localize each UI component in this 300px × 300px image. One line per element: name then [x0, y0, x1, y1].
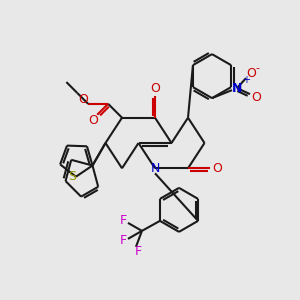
Text: O: O	[88, 114, 98, 127]
Text: F: F	[134, 245, 142, 258]
Text: +: +	[242, 75, 250, 85]
Text: O: O	[251, 91, 261, 103]
Text: F: F	[119, 234, 127, 248]
Text: F: F	[119, 214, 127, 227]
Text: O: O	[212, 162, 222, 175]
Text: O: O	[78, 93, 88, 106]
Text: N: N	[232, 82, 242, 94]
Text: S: S	[68, 170, 76, 183]
Text: O: O	[150, 82, 160, 95]
Text: N: N	[150, 162, 160, 175]
Text: -: -	[255, 63, 259, 73]
Text: O: O	[246, 67, 256, 80]
